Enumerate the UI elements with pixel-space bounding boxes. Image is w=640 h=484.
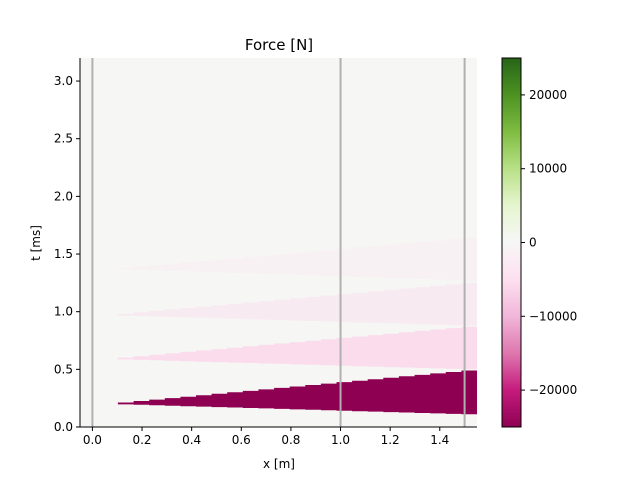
y-axis: 0.0 0.5 1.0 1.5 2.0 2.5 3.0 xyxy=(54,74,80,434)
band-2 xyxy=(102,326,477,370)
plot-area xyxy=(79,58,477,428)
x-tick-label: 0.6 xyxy=(232,433,251,447)
band-1 xyxy=(102,370,477,415)
y-tick-label: 1.5 xyxy=(54,247,73,261)
y-tick-label: 0.5 xyxy=(54,362,73,376)
x-axis: 0.0 0.2 0.4 0.6 0.8 1.0 1.2 1.4 xyxy=(83,427,449,447)
y-tick-label: 3.0 xyxy=(54,74,73,88)
colorbar-tick-label: −20000 xyxy=(529,383,577,397)
colorbar-tick-label: 10000 xyxy=(529,162,567,176)
colorbar: −20000 −10000 0 10000 20000 xyxy=(501,57,577,428)
colorbar-tick-label: 20000 xyxy=(529,88,567,102)
force-bands xyxy=(102,237,477,415)
y-tick-label: 2.0 xyxy=(54,189,73,203)
y-tick-label: 1.0 xyxy=(54,305,73,319)
x-tick-label: 0.2 xyxy=(132,433,151,447)
chart-title: Force [N] xyxy=(245,36,313,54)
x-axis-label: x [m] xyxy=(263,457,295,471)
colorbar-tick-label: −10000 xyxy=(529,309,577,323)
x-tick-label: 0.0 xyxy=(83,433,102,447)
x-tick-label: 1.0 xyxy=(331,433,350,447)
colorbar-gradient xyxy=(501,57,522,428)
y-tick-label: 0.0 xyxy=(54,420,73,434)
band-3 xyxy=(102,282,477,326)
y-tick-label: 2.5 xyxy=(54,132,73,146)
band-4 xyxy=(102,237,477,281)
x-tick-label: 1.4 xyxy=(430,433,449,447)
x-tick-label: 0.8 xyxy=(281,433,300,447)
colorbar-tick-label: 0 xyxy=(529,236,537,250)
y-axis-label: t [ms] xyxy=(29,225,43,261)
x-tick-label: 0.4 xyxy=(182,433,201,447)
x-tick-label: 1.2 xyxy=(381,433,400,447)
